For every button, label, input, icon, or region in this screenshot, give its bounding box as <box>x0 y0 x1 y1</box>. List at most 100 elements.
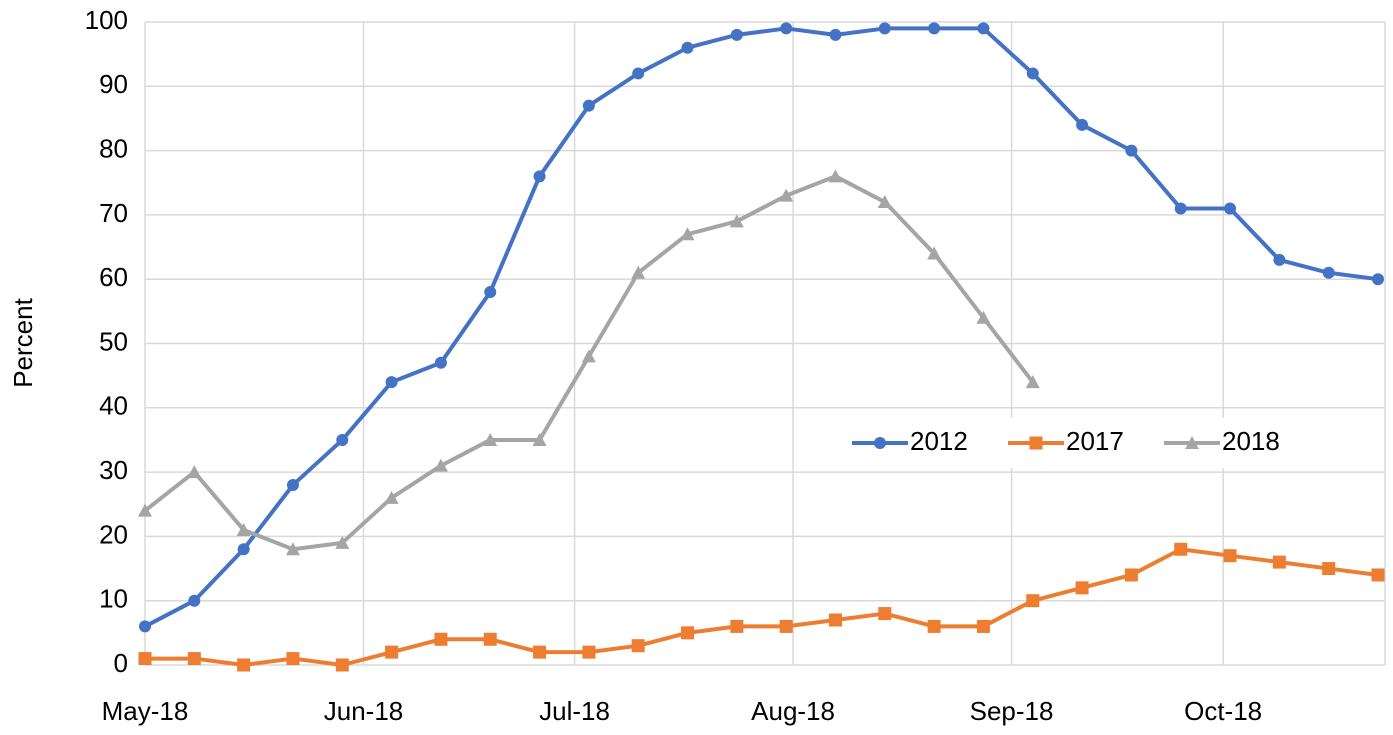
marker <box>976 619 990 633</box>
legend-box <box>830 418 1310 468</box>
marker <box>187 652 201 666</box>
x-tick-label: Jun-18 <box>324 696 404 726</box>
marker <box>631 639 645 653</box>
marker <box>1124 568 1138 582</box>
marker <box>237 543 250 556</box>
marker <box>286 652 300 666</box>
marker <box>434 356 447 369</box>
legend-label: 2018 <box>1222 426 1280 456</box>
y-tick-label: 60 <box>99 262 128 292</box>
marker <box>187 465 202 479</box>
marker <box>828 613 842 627</box>
marker <box>1223 549 1237 563</box>
marker <box>928 22 941 35</box>
marker <box>976 310 991 324</box>
marker <box>977 22 990 35</box>
marker <box>632 67 645 80</box>
marker <box>1322 562 1336 576</box>
marker <box>1125 144 1138 157</box>
marker <box>582 99 595 112</box>
marker <box>1076 118 1089 131</box>
x-tick-label: Sep-18 <box>970 696 1054 726</box>
marker <box>532 432 547 446</box>
marker <box>828 169 843 183</box>
marker <box>385 645 399 659</box>
marker <box>1026 594 1040 608</box>
marker <box>286 478 299 491</box>
y-tick-label: 20 <box>99 519 128 549</box>
y-tick-label: 50 <box>99 326 128 356</box>
marker <box>188 594 201 607</box>
marker <box>385 376 398 389</box>
marker <box>1273 253 1286 266</box>
y-tick-label: 80 <box>99 133 128 163</box>
x-tick-label: Oct-18 <box>1184 696 1262 726</box>
marker <box>829 28 842 41</box>
marker <box>1075 581 1089 595</box>
marker <box>1029 436 1043 450</box>
marker <box>533 645 547 659</box>
marker <box>878 22 891 35</box>
marker <box>1185 436 1199 449</box>
marker <box>1026 67 1039 80</box>
marker <box>1272 555 1286 569</box>
y-tick-label: 10 <box>99 584 128 614</box>
marker <box>779 188 794 202</box>
marker <box>236 522 251 536</box>
marker <box>1174 202 1187 215</box>
marker <box>1322 266 1335 279</box>
marker <box>730 28 743 41</box>
marker <box>237 658 251 672</box>
x-tick-label: Jul-18 <box>539 696 610 726</box>
marker <box>779 619 793 633</box>
marker <box>581 349 596 363</box>
marker <box>433 458 448 472</box>
marker <box>729 214 744 228</box>
x-tick-label: Aug-18 <box>751 696 835 726</box>
series-line <box>144 26 1379 629</box>
marker <box>631 265 646 279</box>
marker <box>139 620 151 633</box>
marker <box>681 41 694 54</box>
marker <box>483 432 498 446</box>
marker <box>927 246 942 260</box>
marker <box>484 286 497 299</box>
marker <box>1372 273 1384 286</box>
y-tick-label: 30 <box>99 455 128 485</box>
marker <box>874 437 886 449</box>
legend-label: 2017 <box>1066 426 1124 456</box>
marker <box>285 542 300 556</box>
marker <box>681 626 695 640</box>
marker <box>927 619 941 633</box>
marker <box>878 607 892 621</box>
marker <box>384 490 399 504</box>
series-line <box>143 174 1035 552</box>
legend-label: 2012 <box>910 426 968 456</box>
marker <box>1371 568 1385 582</box>
y-tick-label: 90 <box>99 69 128 99</box>
y-axis-label: Percent <box>8 297 38 387</box>
y-tick-label: 70 <box>99 198 128 228</box>
x-tick-label: May-18 <box>102 696 189 726</box>
marker <box>730 619 744 633</box>
marker <box>434 632 448 646</box>
y-tick-label: 100 <box>85 5 128 35</box>
marker <box>335 535 350 549</box>
y-tick-label: 0 <box>114 648 128 678</box>
marker <box>780 22 793 35</box>
marker <box>483 632 497 646</box>
marker <box>1174 542 1188 556</box>
marker <box>1025 375 1040 389</box>
marker <box>680 227 695 241</box>
marker <box>138 503 152 517</box>
marker <box>533 170 546 183</box>
marker <box>335 658 349 672</box>
series-line <box>145 547 1379 667</box>
y-tick-label: 40 <box>99 391 128 421</box>
marker <box>138 652 152 666</box>
marker <box>582 645 596 659</box>
marker <box>336 433 349 446</box>
marker <box>1224 202 1237 215</box>
marker <box>877 195 892 209</box>
